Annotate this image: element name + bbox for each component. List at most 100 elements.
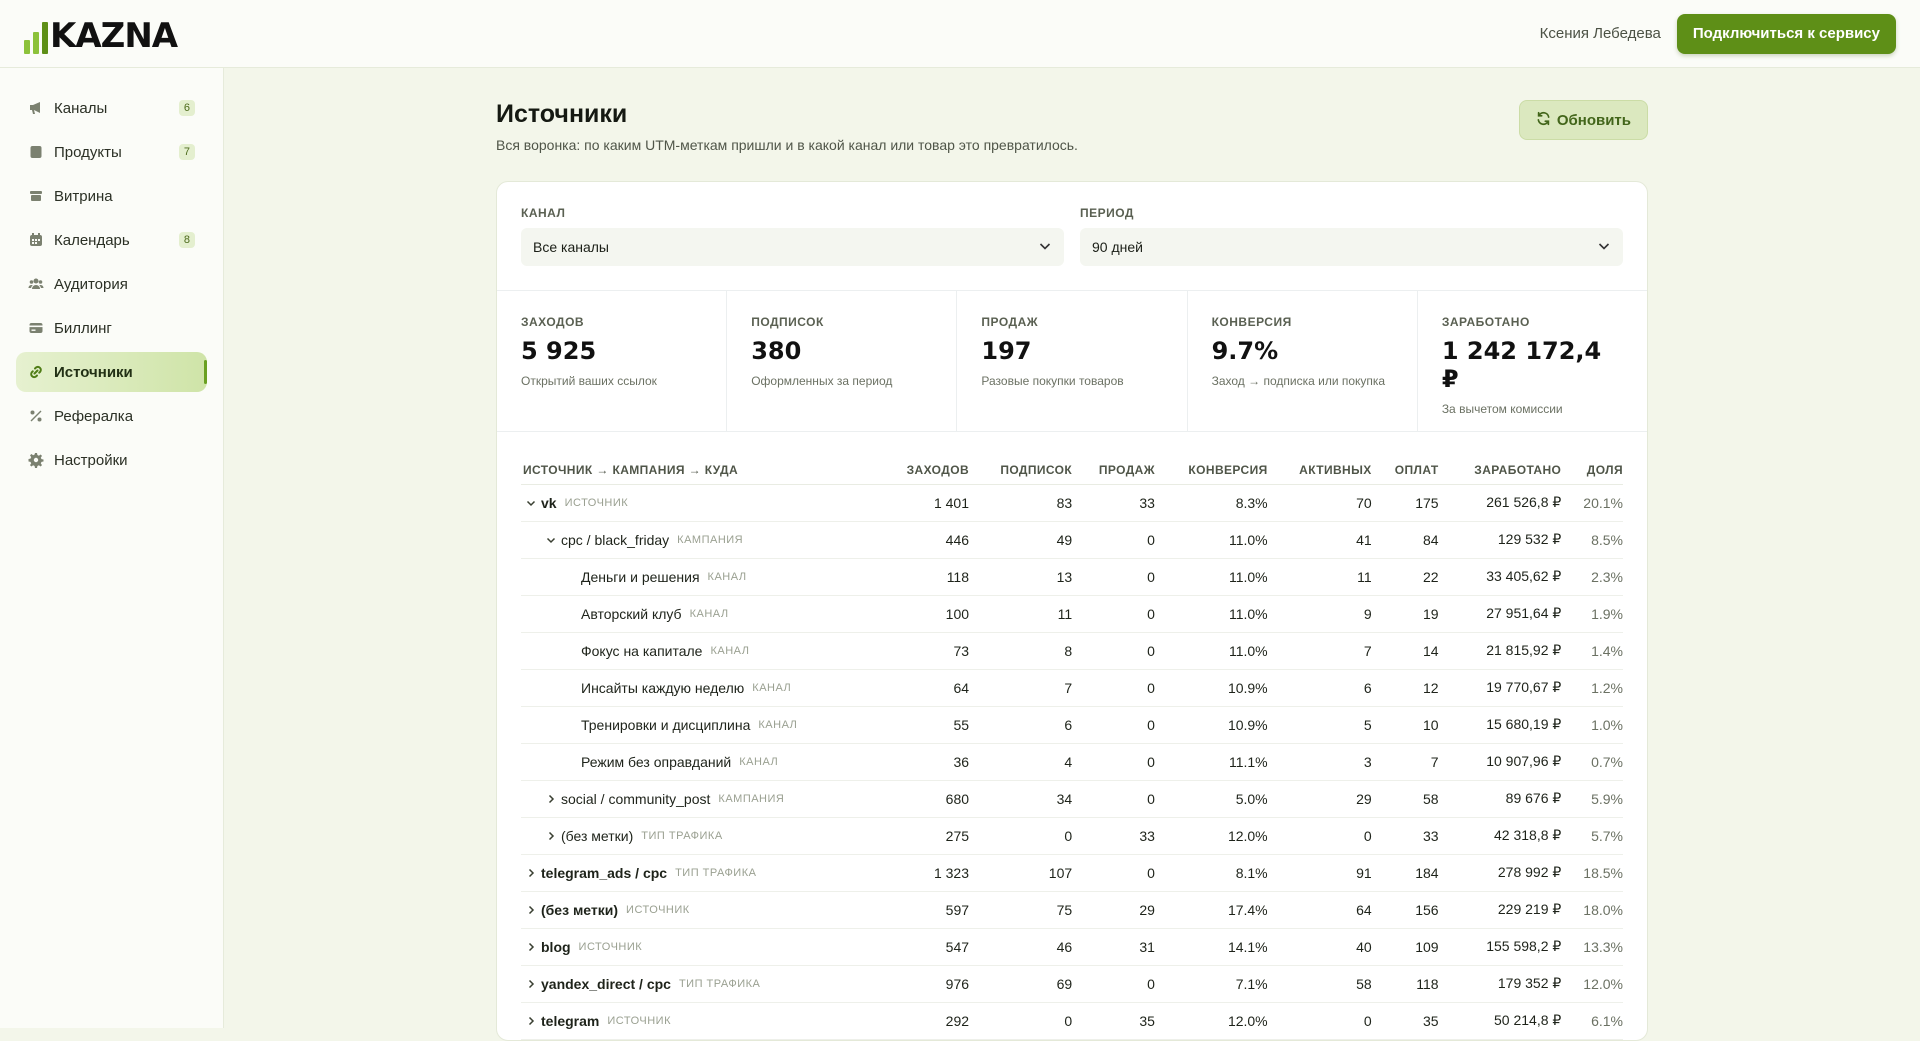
- subscriptions-cell: 69: [969, 965, 1073, 1003]
- name-cell: Авторский клуб КАНАЛ: [521, 595, 879, 633]
- conversion-cell: 10.9%: [1154, 706, 1268, 744]
- payments-cell: 175: [1371, 484, 1439, 522]
- chevron-right-icon[interactable]: [521, 1016, 541, 1026]
- earned-cell: 155 598,2 ₽: [1438, 928, 1562, 966]
- column-header[interactable]: ЗАРАБОТАНО: [1438, 456, 1562, 485]
- column-header[interactable]: АКТИВНЫХ: [1267, 456, 1372, 485]
- sidebar-item-7[interactable]: Рефералка: [16, 396, 207, 436]
- payments-cell: 12: [1371, 669, 1439, 707]
- column-header[interactable]: ИСТОЧНИК → КАМПАНИЯ → КУДА: [521, 456, 879, 485]
- visits-cell: 976: [878, 965, 970, 1003]
- table-row[interactable]: blog ИСТОЧНИК 547 46 31 14.1% 40 109 155 598,2 ₽…: [521, 928, 1623, 966]
- user-name[interactable]: Ксения Лебедева: [1539, 25, 1661, 42]
- chevron-right-icon[interactable]: [521, 979, 541, 989]
- sidebar-item-label: Каналы: [54, 99, 108, 117]
- chevron-down-icon: [1038, 239, 1052, 256]
- name-cell: blog ИСТОЧНИК: [521, 928, 879, 966]
- sales-cell: 0: [1072, 595, 1155, 633]
- payments-cell: 22: [1371, 558, 1439, 596]
- active-cell: 0: [1267, 817, 1372, 855]
- megaphone-icon: [28, 100, 44, 116]
- earned-cell: 33 405,62 ₽: [1438, 558, 1562, 596]
- name-cell: Инсайты каждую неделю КАНАЛ: [521, 669, 879, 707]
- sources-card: КАНАЛ Все каналы ПЕРИОД 90 дней ЗАХОДОВ 5…: [496, 181, 1648, 1041]
- earned-cell: 21 815,92 ₽: [1438, 632, 1562, 670]
- subscriptions-cell: 0: [969, 817, 1073, 855]
- sidebar-item-2[interactable]: Витрина: [16, 176, 207, 216]
- sidebar-item-4[interactable]: Аудитория: [16, 264, 207, 304]
- payments-cell: 14: [1371, 632, 1439, 670]
- active-cell: 6: [1267, 669, 1372, 707]
- kpi-label: ПОДПИСОК: [751, 315, 824, 329]
- column-header[interactable]: ОПЛАТ: [1371, 456, 1439, 485]
- conversion-cell: 17.4%: [1154, 891, 1268, 929]
- table-row[interactable]: yandex_direct / cpc ТИП ТРАФИКА 976 69 0 7.1%…: [521, 965, 1623, 1003]
- table-row[interactable]: (без метки) ИСТОЧНИК 597 75 29 17.4% 64 156 229 …: [521, 891, 1623, 929]
- sidebar-item-1[interactable]: Продукты 7: [16, 132, 207, 172]
- active-cell: 7: [1267, 632, 1372, 670]
- chevron-right-icon[interactable]: [541, 794, 561, 804]
- table-row: Авторский клуб КАНАЛ 100 11 0 11.0% 9 19 27 951,…: [521, 595, 1623, 633]
- sidebar-item-6[interactable]: Источники: [16, 352, 207, 392]
- table-row[interactable]: telegram_ads / cpc ТИП ТРАФИКА 1 323 107 0 8.…: [521, 854, 1623, 892]
- chevron-right-icon[interactable]: [521, 905, 541, 915]
- column-header[interactable]: ПОДПИСОК: [969, 456, 1073, 485]
- column-header[interactable]: КОНВЕРСИЯ: [1154, 456, 1268, 485]
- chevron-down-icon[interactable]: [521, 498, 541, 508]
- earned-cell: 89 676 ₽: [1438, 780, 1562, 818]
- table-row[interactable]: cpc / black_friday КАМПАНИЯ 446 49 0 11.0% 41 8…: [521, 521, 1623, 559]
- row-type-tag: КАМПАНИЯ: [677, 533, 744, 546]
- filters: КАНАЛ Все каналы ПЕРИОД 90 дней: [497, 182, 1647, 291]
- sales-cell: 0: [1072, 743, 1155, 781]
- row-name: telegram_ads / cpc: [541, 864, 668, 881]
- refresh-icon: [1536, 111, 1551, 130]
- kpi-value: 5 925: [521, 337, 597, 365]
- sidebar-item-8[interactable]: Настройки: [16, 440, 207, 480]
- subscriptions-cell: 83: [969, 484, 1073, 522]
- visits-cell: 446: [878, 521, 970, 559]
- subscriptions-cell: 49: [969, 521, 1073, 559]
- logo[interactable]: KAZNA: [24, 14, 178, 54]
- table-row[interactable]: vk ИСТОЧНИК 1 401 83 33 8.3% 70 175 261 526,8 ₽2…: [521, 484, 1623, 522]
- earned-cell: 15 680,19 ₽: [1438, 706, 1562, 744]
- kpi-value: 197: [981, 337, 1032, 365]
- sidebar-item-3[interactable]: Календарь 8: [16, 220, 207, 260]
- sidebar-item-0[interactable]: Каналы 6: [16, 88, 207, 128]
- chevron-right-icon[interactable]: [541, 831, 561, 841]
- conversion-cell: 11.0%: [1154, 558, 1268, 596]
- sidebar-item-label: Рефералка: [54, 407, 134, 425]
- connect-service-button[interactable]: Подключиться к сервису: [1676, 13, 1896, 54]
- conversion-cell: 12.0%: [1154, 1002, 1268, 1040]
- share-cell: 18.5%: [1561, 854, 1623, 892]
- column-header[interactable]: ДОЛЯ: [1561, 456, 1623, 485]
- chevron-down-icon[interactable]: [541, 535, 561, 545]
- column-header[interactable]: ПРОДАЖ: [1072, 456, 1155, 485]
- row-name: Инсайты каждую неделю: [581, 679, 745, 696]
- sidebar-item-label: Настройки: [54, 451, 128, 469]
- kpi-card: КОНВЕРСИЯ 9.7% Заход → подписка или покупк…: [1188, 291, 1418, 431]
- sidebar: Каналы 6 Продукты 7 Витрина Календарь 8 Аудитор…: [0, 68, 224, 1028]
- calendar-icon: [28, 232, 44, 248]
- chevron-right-icon[interactable]: [521, 868, 541, 878]
- table-row[interactable]: (без метки) ТИП ТРАФИКА 275 0 33 12.0% 0 33 42 3…: [521, 817, 1623, 855]
- table-row[interactable]: telegram ИСТОЧНИК 292 0 35 12.0% 0 35 50 214,8 ₽…: [521, 1002, 1623, 1040]
- active-cell: 70: [1267, 484, 1372, 522]
- channel-select[interactable]: Все каналы: [521, 228, 1064, 266]
- sidebar-item-5[interactable]: Биллинг: [16, 308, 207, 348]
- sources-table: ИСТОЧНИК → КАМПАНИЯ → КУДА ЗАХОДОВ ПОДПИСО…: [521, 456, 1623, 1040]
- table-row[interactable]: social / community_post КАМПАНИЯ 680 34 0 5.0…: [521, 780, 1623, 818]
- period-select[interactable]: 90 дней: [1080, 228, 1623, 266]
- share-cell: 6.1%: [1561, 1002, 1623, 1040]
- active-cell: 5: [1267, 706, 1372, 744]
- subscriptions-cell: 4: [969, 743, 1073, 781]
- kpi-label: КОНВЕРСИЯ: [1211, 315, 1292, 329]
- chevron-right-icon[interactable]: [521, 942, 541, 952]
- name-cell: Фокус на капитале КАНАЛ: [521, 632, 879, 670]
- refresh-button[interactable]: Обновить: [1518, 100, 1648, 140]
- subscriptions-cell: 46: [969, 928, 1073, 966]
- subscriptions-cell: 13: [969, 558, 1073, 596]
- conversion-cell: 8.3%: [1154, 484, 1268, 522]
- column-header[interactable]: ЗАХОДОВ: [878, 456, 970, 485]
- kpi-value: 380: [751, 337, 802, 365]
- active-cell: 64: [1267, 891, 1372, 929]
